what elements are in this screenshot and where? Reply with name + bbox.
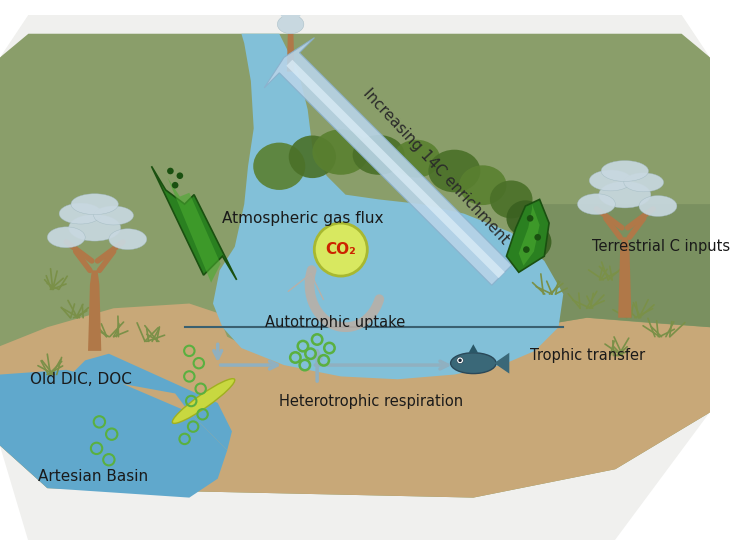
Polygon shape (0, 15, 28, 57)
Ellipse shape (518, 225, 551, 259)
Polygon shape (0, 370, 227, 498)
Polygon shape (213, 34, 563, 379)
Text: Atmospheric gas flux: Atmospheric gas flux (222, 211, 384, 226)
Ellipse shape (71, 194, 118, 215)
Circle shape (172, 182, 178, 189)
Polygon shape (88, 270, 101, 351)
Polygon shape (0, 304, 710, 498)
Ellipse shape (428, 150, 481, 192)
Ellipse shape (506, 200, 544, 236)
Circle shape (523, 246, 530, 253)
Ellipse shape (352, 135, 405, 175)
Polygon shape (682, 15, 710, 57)
Circle shape (526, 215, 533, 221)
Ellipse shape (624, 173, 664, 192)
Text: Autotrophic uptake: Autotrophic uptake (265, 315, 405, 330)
Circle shape (535, 234, 541, 240)
Ellipse shape (280, 6, 301, 21)
Ellipse shape (602, 160, 649, 181)
Ellipse shape (490, 180, 532, 218)
Text: Increasing 14C enrichment: Increasing 14C enrichment (359, 85, 512, 247)
Polygon shape (0, 15, 710, 540)
Polygon shape (530, 204, 710, 327)
FancyArrowPatch shape (288, 274, 323, 300)
Polygon shape (615, 412, 710, 540)
Ellipse shape (313, 129, 369, 175)
Text: Artesian Basin: Artesian Basin (38, 470, 148, 485)
Polygon shape (469, 344, 478, 353)
Circle shape (314, 223, 368, 276)
Ellipse shape (578, 194, 615, 215)
Text: CO₂: CO₂ (326, 242, 356, 257)
Ellipse shape (459, 165, 506, 205)
Ellipse shape (254, 143, 305, 190)
Polygon shape (506, 199, 549, 273)
Ellipse shape (94, 206, 134, 225)
Ellipse shape (393, 140, 440, 178)
Polygon shape (494, 353, 509, 374)
Text: Terrestrial C inputs: Terrestrial C inputs (592, 239, 730, 254)
Ellipse shape (451, 353, 496, 374)
Circle shape (167, 168, 174, 174)
Ellipse shape (109, 229, 147, 250)
Ellipse shape (289, 135, 336, 178)
Ellipse shape (47, 227, 86, 248)
Polygon shape (286, 34, 295, 72)
Text: Trophic transfer: Trophic transfer (530, 348, 645, 363)
Ellipse shape (69, 215, 121, 241)
Text: Old DIC, DOC: Old DIC, DOC (30, 372, 132, 387)
Polygon shape (618, 238, 632, 317)
Polygon shape (519, 204, 539, 266)
Ellipse shape (590, 170, 632, 191)
Polygon shape (286, 60, 505, 278)
Ellipse shape (278, 15, 304, 34)
Polygon shape (0, 446, 28, 540)
Polygon shape (264, 38, 512, 285)
Polygon shape (0, 34, 710, 498)
Ellipse shape (59, 203, 102, 224)
Ellipse shape (598, 181, 651, 208)
Circle shape (176, 173, 183, 179)
Polygon shape (152, 166, 237, 280)
Ellipse shape (172, 379, 235, 423)
Polygon shape (71, 354, 232, 450)
Text: Heterotrophic respiration: Heterotrophic respiration (279, 393, 464, 408)
Circle shape (458, 359, 462, 362)
Circle shape (457, 357, 464, 364)
Polygon shape (167, 178, 220, 282)
Ellipse shape (639, 195, 676, 216)
